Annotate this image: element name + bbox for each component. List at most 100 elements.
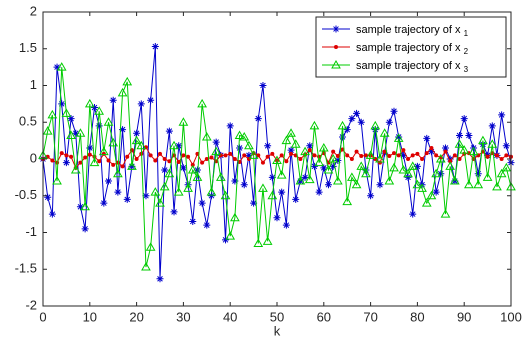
data-point [382, 149, 387, 154]
data-point [281, 135, 292, 145]
data-point [145, 242, 156, 251]
data-point [270, 151, 275, 156]
data-point [80, 201, 90, 211]
data-point [478, 135, 488, 145]
data-point [460, 115, 468, 123]
x-axis-label: k [274, 324, 281, 339]
data-point [307, 148, 312, 153]
legend-label: sample trajectory of x 2 [356, 42, 469, 56]
data-point [200, 160, 205, 165]
data-point [409, 210, 417, 218]
data-point [244, 140, 254, 150]
data-point [53, 63, 61, 71]
data-point [392, 151, 396, 156]
data-point [487, 139, 498, 148]
data-point [103, 117, 114, 126]
y-tick-label: 0 [30, 150, 37, 165]
data-point [260, 160, 265, 165]
data-point [494, 153, 499, 158]
data-point [361, 168, 371, 178]
data-point [134, 157, 139, 161]
data-point [212, 138, 220, 146]
data-point [441, 144, 449, 152]
data-point [454, 139, 465, 148]
data-point [440, 209, 451, 218]
legend-label-text: sample trajectory of x [356, 42, 464, 54]
data-point [435, 153, 446, 163]
data-point [117, 87, 128, 97]
data-point [343, 126, 351, 134]
data-point [201, 131, 212, 141]
data-point [443, 149, 448, 154]
data-point [231, 177, 239, 185]
data-point [67, 115, 75, 123]
data-point [108, 137, 119, 147]
data-point [482, 172, 493, 181]
data-point [398, 165, 409, 174]
data-point [169, 140, 179, 150]
data-point [89, 157, 100, 167]
data-point [72, 129, 80, 137]
data-point [337, 120, 348, 130]
data-point [276, 170, 287, 179]
data-point [417, 183, 427, 192]
data-point [120, 164, 125, 169]
data-point [150, 187, 161, 196]
legend-label-subscript: 1 [464, 29, 469, 38]
data-point [315, 188, 323, 196]
data-point [256, 153, 261, 158]
data-point [189, 217, 197, 225]
data-point [499, 157, 504, 161]
data-point [148, 153, 153, 158]
data-point [84, 98, 95, 108]
data-point [56, 62, 67, 71]
data-point [318, 142, 329, 152]
data-point [181, 153, 186, 158]
data-point [404, 173, 412, 181]
data-point [314, 157, 324, 167]
data-point [228, 151, 233, 156]
data-point [223, 153, 228, 158]
data-point [151, 43, 159, 51]
data-point [367, 192, 375, 200]
legend-item-x2: sample trajectory of x 2 [322, 42, 469, 56]
data-point [42, 126, 53, 135]
legend-label-text: sample trajectory of x [356, 24, 464, 36]
data-point [431, 168, 441, 178]
data-point [101, 151, 106, 156]
data-point [298, 157, 303, 161]
data-point [178, 117, 189, 126]
data-point [156, 275, 164, 283]
y-tick-label: 0.5 [19, 114, 37, 129]
data-point [158, 151, 162, 156]
data-point [197, 98, 207, 108]
data-point [114, 188, 122, 196]
data-point [356, 161, 367, 170]
data-point [390, 107, 398, 115]
x-tick-label: 0 [39, 310, 46, 325]
data-point [295, 176, 306, 185]
legend-label-subscript: 3 [464, 65, 469, 74]
data-point [426, 190, 437, 200]
data-point [375, 153, 385, 163]
data-point [502, 142, 510, 150]
legend-label: sample trajectory of x 1 [356, 24, 469, 38]
data-point [492, 181, 502, 191]
data-point [498, 111, 506, 119]
data-point [78, 160, 83, 165]
data-point [47, 109, 58, 119]
data-point [301, 173, 309, 181]
data-point [123, 195, 131, 203]
data-point [198, 199, 206, 207]
data-point [50, 158, 55, 163]
data-point [457, 157, 462, 161]
legend-marker [331, 59, 341, 69]
data-point [424, 151, 429, 156]
data-point [287, 146, 295, 154]
data-point [278, 188, 286, 196]
data-point [226, 122, 234, 130]
data-point [248, 150, 259, 159]
data-point [427, 148, 435, 156]
data-point [253, 238, 264, 248]
data-point [286, 128, 296, 137]
